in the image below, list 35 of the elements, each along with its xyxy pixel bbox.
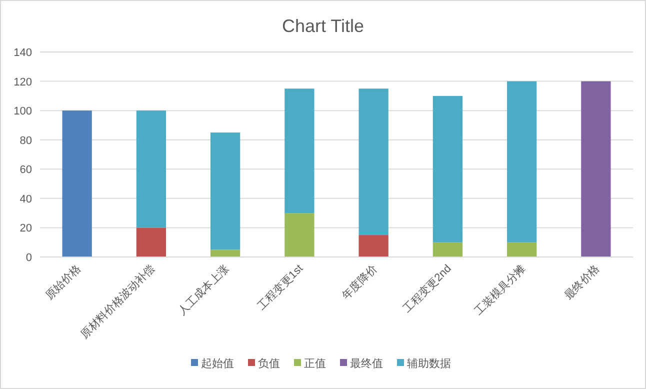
x-tick-label: 工程变更2nd (400, 262, 454, 316)
x-tick-label: 原始价格 (44, 262, 84, 302)
bar (358, 88, 388, 236)
bar (432, 96, 463, 242)
bar (136, 110, 166, 228)
bar (432, 242, 463, 257)
x-tick-label: 人工成本上涨 (176, 262, 232, 318)
y-tick-label: 80 (20, 134, 32, 147)
y-tick-label: 0 (26, 252, 32, 264)
legend-label: 辅助数据 (407, 357, 451, 370)
x-tick-label: 年度降价 (339, 262, 380, 302)
chart-title: Chart Title (282, 16, 364, 36)
bar (284, 88, 314, 214)
bar (358, 235, 388, 257)
y-tick-label: 20 (20, 222, 32, 235)
bar (506, 81, 537, 242)
x-tick-label: 工程变更1st (254, 262, 306, 313)
legend-label: 起始值 (201, 358, 234, 370)
bar (284, 213, 314, 257)
y-tick-label: 100 (14, 106, 32, 118)
bar (210, 132, 240, 250)
bar (581, 81, 611, 257)
y-tick-label: 60 (20, 164, 32, 176)
y-tick-label: 140 (14, 47, 32, 59)
x-tick-label: 最终价格 (562, 262, 602, 302)
legend-label: 最终值 (350, 358, 383, 370)
legend-label: 负值 (258, 358, 280, 370)
y-tick-label: 40 (20, 193, 32, 206)
bar (136, 228, 166, 257)
bar (210, 250, 240, 257)
bar (506, 242, 537, 257)
y-tick-label: 120 (14, 76, 32, 88)
x-tick-label: 工装模具分摊 (472, 262, 528, 318)
bar (62, 110, 92, 257)
legend-label: 正值 (304, 358, 326, 370)
